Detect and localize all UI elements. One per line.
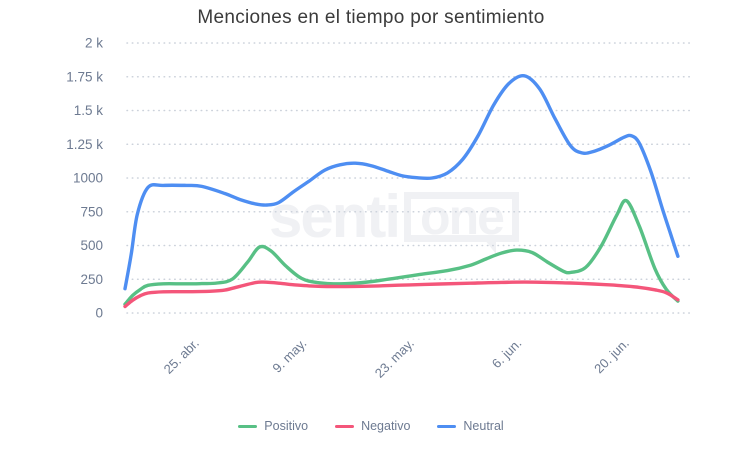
legend-dash-icon	[238, 424, 258, 428]
x-axis-tick-label: 6. jun.	[489, 336, 525, 372]
y-axis-tick-label: 250	[80, 272, 103, 287]
legend-label: Negativo	[361, 419, 411, 433]
legend-item-neutral[interactable]: Neutral	[437, 419, 504, 433]
x-axis-tick-label: 20. jun.	[591, 336, 632, 377]
chart-legend: Positivo Negativo Neutral	[0, 419, 742, 433]
y-axis-tick-label: 0	[95, 306, 103, 321]
series-line-positivo	[123, 198, 680, 306]
x-axis-tick-label: 9. may.	[269, 336, 309, 376]
legend-dash-icon	[335, 424, 355, 428]
chart-title: Menciones en el tiempo por sentimiento	[197, 7, 545, 28]
legend-item-positivo[interactable]: Positivo	[238, 419, 308, 433]
legend-label: Positivo	[264, 419, 309, 433]
sentione-watermark: senti one	[269, 183, 519, 254]
y-axis-tick-label: 1000	[73, 171, 103, 186]
y-axis-tick-label: 2 k	[85, 36, 103, 51]
series-line-neutral	[123, 73, 680, 291]
watermark-bubble-tail-icon	[480, 235, 496, 254]
series-line-negativo	[123, 280, 680, 309]
watermark-text-one: one	[420, 189, 505, 245]
x-axis-tick-label: 23. may.	[372, 336, 417, 381]
plot-area: 0 250 500 750 1000 1.25 k 1.5 k 1.75 k 2 k 25. ab…	[66, 36, 693, 381]
legend-dash-icon	[437, 424, 457, 428]
y-axis-tick-label: 1.75 k	[66, 69, 103, 84]
y-axis-tick-label: 500	[80, 238, 103, 253]
y-axis-tick-label: 1.5 k	[74, 103, 104, 118]
legend-label: Neutral	[463, 419, 504, 433]
watermark-text-senti: senti	[269, 183, 401, 250]
watermark-speech-bubble: one	[404, 189, 519, 254]
y-axis-tick-label: 1.25 k	[66, 137, 103, 152]
y-axis-tick-label: 750	[80, 204, 103, 219]
x-axis-tick-label: 25. abr.	[161, 336, 202, 377]
legend-item-negativo[interactable]: Negativo	[335, 419, 410, 433]
